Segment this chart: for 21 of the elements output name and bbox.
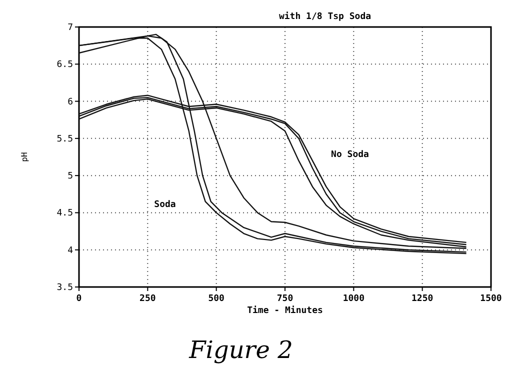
x-tick-label: 1500	[480, 294, 502, 304]
x-tick-label: 0	[76, 294, 82, 304]
y-tick-label: 5	[68, 172, 73, 182]
x-tick-label: 750	[276, 294, 294, 304]
y-tick-label: 6	[68, 97, 73, 108]
y-tick-label: 3.5	[56, 283, 73, 293]
x-tick-label: 250	[140, 294, 156, 304]
y-tick-label: 6.5	[56, 60, 73, 70]
annotation: Soda	[154, 200, 176, 210]
x-tick-label: 1250	[411, 294, 434, 304]
y-axis-title: pH	[20, 152, 29, 162]
y-tick-label: 5.5	[56, 134, 73, 144]
x-tick-label: 1000	[342, 294, 365, 304]
x-axis-title: Time - Minutes	[247, 305, 323, 316]
chart-title: with 1/8 Tsp Soda	[278, 11, 372, 22]
x-tick-label: 500	[208, 294, 224, 304]
y-tick-label: 4	[68, 246, 73, 256]
caption: Figure 2	[188, 336, 293, 364]
y-tick-label: 7	[68, 23, 73, 33]
y-tick-label: 4.5	[56, 208, 73, 219]
annotation: No Soda	[331, 150, 369, 160]
